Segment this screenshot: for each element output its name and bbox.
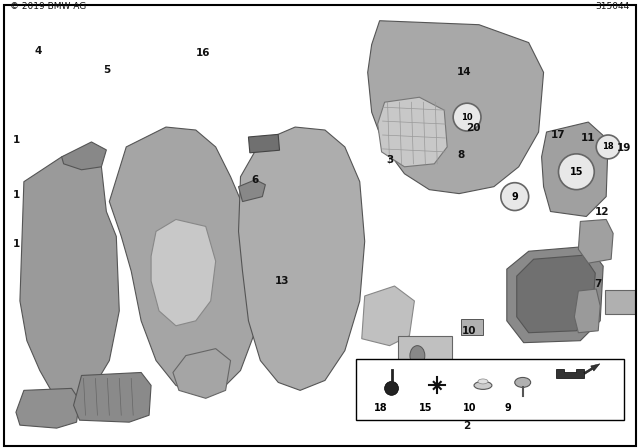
Text: 12: 12	[595, 207, 609, 216]
Polygon shape	[109, 127, 255, 395]
Polygon shape	[378, 97, 447, 167]
FancyBboxPatch shape	[605, 290, 635, 314]
Polygon shape	[368, 21, 543, 194]
Text: 10: 10	[462, 326, 476, 336]
Text: 10: 10	[463, 403, 477, 413]
Polygon shape	[74, 372, 151, 422]
Text: 9: 9	[511, 192, 518, 202]
Circle shape	[596, 135, 620, 159]
Polygon shape	[557, 369, 584, 379]
Polygon shape	[239, 127, 365, 390]
Text: 18: 18	[602, 142, 614, 151]
Text: 7: 7	[595, 279, 602, 289]
Text: 1: 1	[13, 239, 20, 249]
Text: 5: 5	[103, 65, 110, 75]
Text: 3: 3	[386, 155, 393, 165]
Polygon shape	[516, 255, 595, 333]
Polygon shape	[362, 286, 414, 346]
Polygon shape	[20, 152, 119, 405]
Text: 14: 14	[457, 67, 472, 78]
Text: 10: 10	[461, 112, 473, 121]
Text: 15: 15	[570, 167, 583, 177]
Circle shape	[501, 183, 529, 211]
Text: 6: 6	[252, 175, 259, 185]
Ellipse shape	[478, 379, 488, 384]
Text: 2: 2	[463, 421, 470, 431]
Circle shape	[453, 103, 481, 131]
Text: 315044: 315044	[596, 2, 630, 11]
Text: 17: 17	[551, 130, 566, 140]
Text: 9: 9	[505, 403, 511, 413]
Polygon shape	[151, 220, 216, 326]
Polygon shape	[541, 122, 608, 216]
Bar	[248, 134, 280, 153]
Text: 1: 1	[13, 190, 20, 200]
Text: © 2019 BMW AG: © 2019 BMW AG	[10, 2, 86, 11]
Circle shape	[385, 381, 399, 395]
Text: 13: 13	[275, 276, 289, 286]
Polygon shape	[61, 142, 106, 170]
Text: 11: 11	[581, 133, 596, 143]
Polygon shape	[173, 349, 230, 398]
Text: 1: 1	[13, 135, 20, 145]
Polygon shape	[579, 220, 613, 263]
Polygon shape	[239, 180, 266, 202]
Text: 4: 4	[34, 46, 42, 56]
Bar	[461, 319, 483, 335]
Text: 16: 16	[195, 47, 210, 57]
Text: 20: 20	[466, 123, 480, 133]
Text: 15: 15	[419, 403, 433, 413]
Polygon shape	[507, 246, 603, 343]
Text: 19: 19	[617, 143, 631, 153]
Polygon shape	[16, 388, 79, 428]
Text: 8: 8	[458, 150, 465, 160]
Ellipse shape	[515, 378, 531, 388]
Bar	[356, 358, 624, 420]
Ellipse shape	[474, 381, 492, 389]
Text: 18: 18	[374, 403, 387, 413]
FancyBboxPatch shape	[397, 336, 452, 375]
Ellipse shape	[410, 346, 425, 366]
FancyArrow shape	[584, 364, 600, 375]
Polygon shape	[574, 289, 600, 333]
Circle shape	[559, 154, 595, 190]
